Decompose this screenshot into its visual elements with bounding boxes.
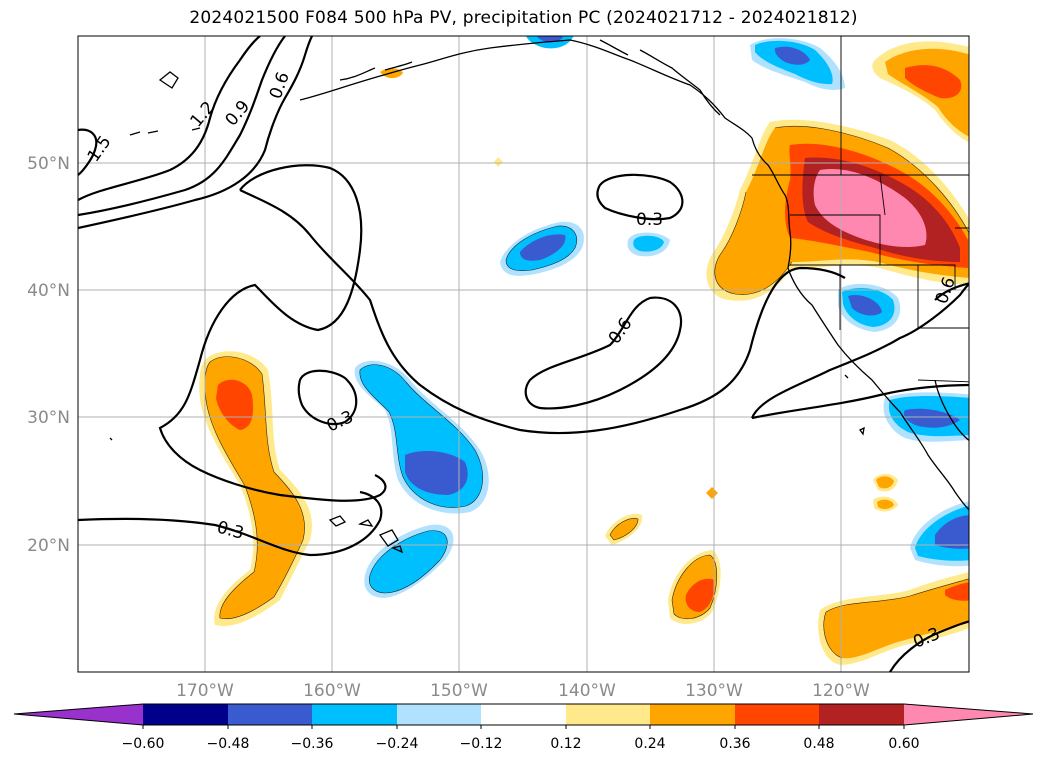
- colorbar-segment: [397, 704, 481, 725]
- precip-anomaly-130w-pos: [668, 550, 721, 624]
- lat-tick-30n: 30°N: [27, 408, 70, 428]
- precip-anomaly-mexico-small-pos: [873, 474, 898, 512]
- precip-anomaly-gulf-of-alaska-neg: [750, 38, 845, 90]
- colorbar-segment: [143, 704, 228, 725]
- map-title: 2024021500 F084 500 hPa PV, precipitatio…: [189, 8, 858, 28]
- colorbar-label: −0.24: [376, 736, 419, 752]
- lat-tick-50n: 50°N: [27, 154, 70, 174]
- precip-anomaly-south-hawaii-neg: [364, 524, 454, 598]
- colorbar-label: 0.60: [888, 736, 919, 752]
- lon-tick-130w: 130°W: [685, 681, 743, 701]
- pv-label-0-3-north-center: 0.3: [636, 210, 663, 230]
- lon-tick-120w: 120°W: [812, 681, 870, 701]
- lat-tick-40n: 40°N: [27, 281, 70, 301]
- precip-anomaly-east-pacific-band: [818, 571, 969, 665]
- precip-anomaly-california-neg: [838, 283, 901, 332]
- colorbar-segment: [566, 704, 650, 725]
- colorbar-segment: [312, 704, 397, 725]
- colorbar-label: 0.24: [634, 736, 665, 752]
- colorbar-segment: [228, 704, 312, 725]
- graticule: [78, 36, 969, 672]
- latitude-tick-labels: 50°N 40°N 30°N 20°N: [27, 154, 70, 556]
- colorbar-label: −0.36: [291, 736, 334, 752]
- pv-contours: [78, 36, 969, 672]
- lon-tick-160w: 160°W: [303, 681, 361, 701]
- colorbar-segment: [650, 704, 735, 725]
- colorbar-extend-high: [904, 704, 1033, 725]
- political-borders: [752, 36, 969, 383]
- precip-anomaly-northeast-corner: [872, 41, 969, 143]
- precip-anomaly-mexico-neg: [910, 501, 969, 567]
- colorbar-segment: [481, 704, 566, 725]
- lat-tick-20n: 20°N: [27, 536, 70, 556]
- precipitation-shading: [199, 36, 969, 665]
- colorbar-label: −0.60: [122, 736, 165, 752]
- colorbar-segment: [819, 704, 904, 725]
- colorbar: −0.60 −0.48 −0.36 −0.24 −0.12 0.12 0.24 …: [13, 703, 1034, 752]
- colorbar-segment: [735, 704, 819, 725]
- precip-anomaly-dot-pos: [494, 157, 503, 167]
- precip-anomaly-140w-small-pos: [605, 513, 643, 545]
- colorbar-label: 0.12: [550, 736, 581, 752]
- precip-shading-outlines: [204, 125, 969, 659]
- colorbar-extend-low: [14, 704, 143, 725]
- colorbar-label: −0.48: [207, 736, 250, 752]
- longitude-tick-labels: 170°W 160°W 150°W 140°W 130°W 120°W: [176, 681, 870, 701]
- precip-anomaly-central-neg: [500, 221, 584, 276]
- precip-anomaly-hawaii-neg: [354, 360, 489, 514]
- lon-tick-150w: 150°W: [430, 681, 488, 701]
- colorbar-label: 0.36: [719, 736, 750, 752]
- lon-tick-140w: 140°W: [558, 681, 616, 701]
- precip-anomaly-small-neg: [627, 232, 670, 257]
- map-frame: [77, 35, 970, 673]
- lon-tick-170w: 170°W: [176, 681, 234, 701]
- colorbar-label: 0.48: [803, 736, 834, 752]
- coastlines: [109, 39, 969, 554]
- precip-anomaly-130w-dot: [706, 487, 718, 499]
- colorbar-label: −0.12: [460, 736, 503, 752]
